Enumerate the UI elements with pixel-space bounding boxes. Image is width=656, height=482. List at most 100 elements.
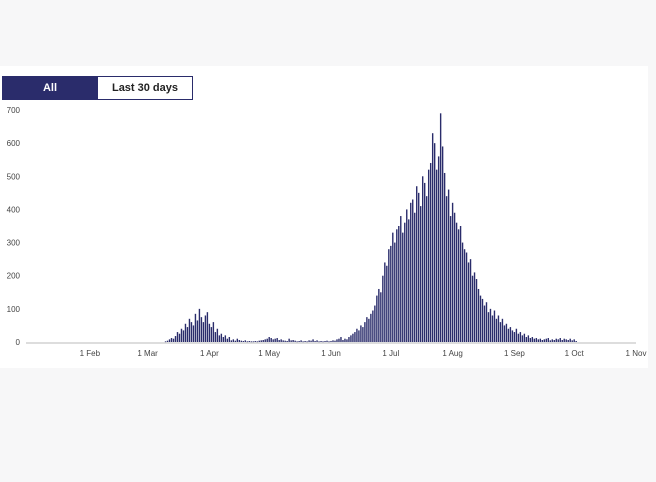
bar[interactable] [513, 332, 516, 342]
bar[interactable] [559, 338, 561, 342]
bar[interactable] [200, 317, 203, 342]
bar[interactable] [248, 341, 250, 342]
bar[interactable] [533, 338, 536, 342]
bar[interactable] [573, 339, 575, 342]
bar[interactable] [346, 339, 348, 342]
bar[interactable] [344, 338, 346, 342]
bar[interactable] [563, 338, 565, 342]
bar[interactable] [312, 339, 314, 342]
bar[interactable] [334, 340, 336, 342]
bar[interactable] [286, 341, 288, 342]
bar[interactable] [228, 337, 231, 342]
bar[interactable] [362, 327, 364, 342]
bar[interactable] [443, 172, 446, 342]
bar[interactable] [378, 288, 380, 342]
bar[interactable] [489, 308, 492, 342]
bar[interactable] [342, 340, 344, 342]
bar[interactable] [178, 333, 181, 342]
bar[interactable] [565, 339, 567, 342]
bar[interactable] [304, 341, 306, 342]
bar[interactable] [186, 327, 189, 342]
bar[interactable] [364, 322, 366, 342]
bar[interactable] [308, 340, 310, 342]
bar[interactable] [262, 340, 264, 342]
bar[interactable] [527, 335, 530, 342]
bar[interactable] [266, 338, 268, 342]
bar[interactable] [316, 340, 318, 342]
bar[interactable] [505, 323, 508, 342]
bar[interactable] [433, 143, 436, 342]
tab-last-30-days[interactable]: Last 30 days [97, 77, 192, 99]
bar[interactable] [214, 332, 217, 342]
bar[interactable] [495, 318, 498, 342]
bar[interactable] [206, 312, 209, 342]
bar[interactable] [447, 189, 450, 342]
bar[interactable] [519, 332, 522, 342]
bar[interactable] [182, 330, 185, 342]
bar[interactable] [553, 340, 555, 342]
bar[interactable] [282, 340, 284, 342]
bar[interactable] [386, 265, 388, 342]
bar[interactable] [439, 113, 442, 342]
bar[interactable] [410, 202, 412, 342]
bar[interactable] [376, 295, 378, 342]
bar[interactable] [310, 340, 312, 342]
bar[interactable] [236, 338, 239, 342]
bar[interactable] [473, 272, 476, 342]
bar[interactable] [338, 338, 340, 342]
bar[interactable] [408, 219, 410, 342]
bar[interactable] [264, 339, 266, 342]
bar[interactable] [547, 338, 549, 342]
bar[interactable] [300, 340, 302, 342]
bar[interactable] [402, 232, 404, 342]
bar[interactable] [352, 333, 354, 342]
bar[interactable] [445, 196, 448, 342]
bar[interactable] [571, 340, 573, 342]
bar[interactable] [543, 339, 545, 342]
bar[interactable] [192, 325, 195, 342]
bar[interactable] [356, 328, 358, 342]
bar[interactable] [242, 341, 244, 342]
bar[interactable] [437, 156, 440, 342]
bar[interactable] [374, 305, 376, 342]
bar[interactable] [380, 292, 382, 342]
bar[interactable] [551, 339, 553, 342]
bar[interactable] [555, 338, 557, 342]
bar[interactable] [276, 338, 278, 342]
bar[interactable] [483, 305, 486, 342]
bar[interactable] [358, 330, 360, 342]
bar[interactable] [457, 229, 460, 342]
bar[interactable] [314, 341, 316, 342]
bar[interactable] [232, 339, 235, 342]
bar[interactable] [252, 341, 254, 343]
bar[interactable] [517, 333, 520, 342]
bar[interactable] [567, 340, 569, 342]
bar[interactable] [298, 341, 300, 342]
tab-all[interactable]: All [3, 77, 97, 99]
bar[interactable] [196, 320, 199, 342]
bar[interactable] [330, 341, 332, 342]
bar[interactable] [422, 176, 424, 342]
bar[interactable] [318, 341, 320, 343]
bar[interactable] [194, 313, 197, 342]
bar[interactable] [545, 338, 547, 342]
bar[interactable] [250, 341, 252, 343]
bar[interactable] [246, 341, 248, 343]
bar[interactable] [561, 340, 563, 342]
bar[interactable] [475, 279, 478, 342]
bar[interactable] [216, 328, 219, 342]
bar[interactable] [268, 337, 270, 342]
bar[interactable] [392, 232, 394, 342]
bar[interactable] [511, 330, 514, 342]
bar[interactable] [425, 196, 428, 342]
bar[interactable] [368, 318, 370, 342]
bar[interactable] [481, 298, 484, 342]
bar[interactable] [280, 339, 282, 342]
bar[interactable] [218, 335, 221, 342]
bar[interactable] [320, 341, 322, 342]
bar[interactable] [529, 338, 532, 342]
bar[interactable] [382, 275, 384, 342]
bar[interactable] [302, 341, 304, 343]
bar[interactable] [461, 242, 464, 342]
bar[interactable] [370, 313, 372, 342]
